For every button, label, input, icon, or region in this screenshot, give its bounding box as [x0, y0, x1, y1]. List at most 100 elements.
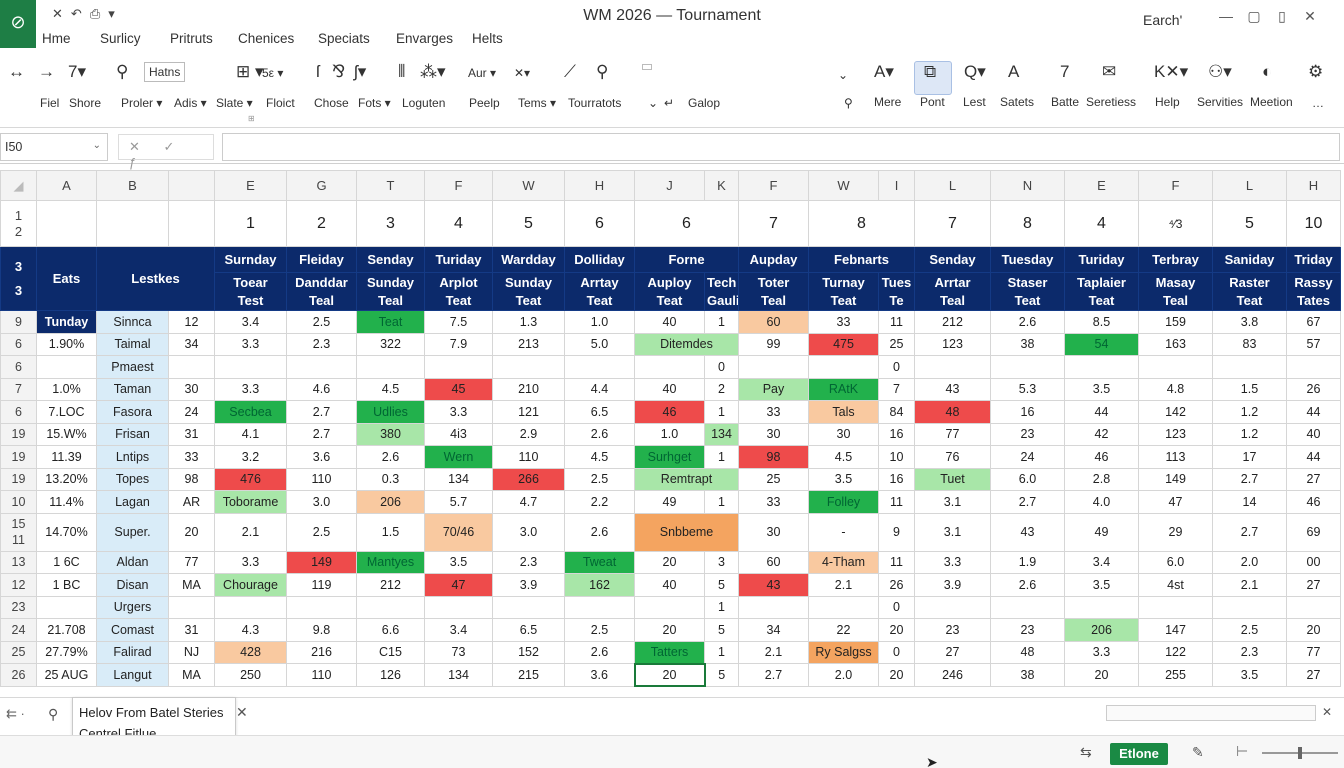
data-cell[interactable]: 20	[634, 550, 705, 574]
combo-chevron-down-icon[interactable]: ⌄	[838, 68, 849, 82]
ribbon-label-9[interactable]: Peelp	[469, 96, 500, 110]
data-cell[interactable]: 4.5	[564, 445, 635, 469]
data-cell[interactable]: 26	[1286, 377, 1341, 401]
data-cell[interactable]: 3.0	[492, 512, 565, 552]
number-cell-14[interactable]: 10	[1286, 200, 1341, 247]
data-cell[interactable]: 1	[704, 445, 739, 469]
data-cell[interactable]: 3.3	[424, 400, 493, 424]
data-cell[interactable]: 5.0	[564, 332, 635, 356]
row-header[interactable]: 13	[0, 550, 37, 574]
data-cell[interactable]: 12	[168, 310, 215, 334]
more-icon[interactable]: …	[1312, 96, 1324, 110]
data-cell[interactable]: 4.6	[286, 377, 357, 401]
data-cell[interactable]: 1	[704, 490, 739, 514]
ribbon-right-icon-8[interactable]: ◐	[1262, 62, 1273, 81]
data-cell[interactable]: 16	[878, 422, 915, 446]
ribbon-right-label-1[interactable]: Pont	[920, 95, 945, 109]
data-cell[interactable]: MA	[168, 663, 215, 687]
name-cell[interactable]: Aldan	[96, 550, 169, 574]
data-cell[interactable]: 33	[808, 310, 879, 334]
data-cell[interactable]	[1064, 355, 1139, 379]
row-header[interactable]: 6	[0, 355, 37, 379]
data-cell[interactable]: 162	[564, 573, 635, 597]
row-header[interactable]: 26	[0, 663, 37, 687]
ribbon-right-icon-3[interactable]: A	[1008, 62, 1020, 81]
column-header-11[interactable]: F	[738, 170, 809, 201]
data-cell[interactable]: 123	[1138, 422, 1213, 446]
data-cell[interactable]: 2.0	[808, 663, 879, 687]
data-cell[interactable]: 17	[1212, 445, 1287, 469]
data-cell[interactable]: 2.5	[286, 310, 357, 334]
data-cell[interactable]: 69	[1286, 512, 1341, 552]
script-icon[interactable]: ʃ▾	[354, 62, 367, 81]
data-cell[interactable]: 98	[738, 445, 809, 469]
font-style-icon[interactable]: Aur ▾	[468, 66, 497, 80]
data-cell[interactable]: 113	[1138, 445, 1213, 469]
data-cell[interactable]: 0	[878, 355, 915, 379]
row-header[interactable]: 6	[0, 332, 37, 356]
ribbon-right-label-5[interactable]: Seretiess	[1086, 95, 1137, 109]
sub-header-12[interactable]: Staser Teat	[990, 272, 1065, 311]
data-cell[interactable]: 4-Tham	[808, 550, 879, 574]
data-cell[interactable]: 4.3	[214, 618, 287, 642]
data-cell[interactable]: 77	[1286, 640, 1341, 664]
data-cell[interactable]: 2.5	[564, 467, 635, 491]
data-cell[interactable]: 33	[168, 445, 215, 469]
number-cell-1[interactable]: 2	[286, 200, 357, 247]
data-cell[interactable]: 34	[738, 618, 809, 642]
column-header-15[interactable]: N	[990, 170, 1065, 201]
data-cell[interactable]: Teat	[356, 310, 425, 334]
name-cell[interactable]: Taman	[96, 377, 169, 401]
data-cell[interactable]: 99	[738, 332, 809, 356]
data-cell[interactable]: Tatters	[634, 640, 705, 664]
status-sync-icon[interactable]: ⇆	[1080, 744, 1092, 760]
data-cell[interactable]: 3.5	[424, 550, 493, 574]
data-cell[interactable]	[990, 595, 1065, 619]
data-cell[interactable]: 2.5	[564, 618, 635, 642]
data-cell[interactable]: 159	[1138, 310, 1213, 334]
name-cell[interactable]: Pmaest	[96, 355, 169, 379]
data-cell[interactable]: 2.0	[1212, 550, 1287, 574]
column-header-1[interactable]: B	[96, 170, 169, 201]
data-cell[interactable]: 77	[168, 550, 215, 574]
data-cell[interactable]: 1.3	[492, 310, 565, 334]
data-cell[interactable]: 1	[704, 310, 739, 334]
data-cell[interactable]: 2.6	[564, 422, 635, 446]
data-cell[interactable]: 1.9	[990, 550, 1065, 574]
data-cell[interactable]: 1	[704, 595, 739, 619]
rate-cell[interactable]: 7.LOC	[36, 400, 97, 424]
data-cell[interactable]: Folley	[808, 490, 879, 514]
data-cell[interactable]: 110	[286, 663, 357, 687]
column-header-10[interactable]: K	[704, 170, 739, 201]
day-header-3[interactable]: Turiday	[424, 246, 493, 273]
data-cell[interactable]: 4.1	[214, 422, 287, 446]
ribbon-right-icon-2[interactable]: Q▾	[964, 62, 986, 81]
data-cell[interactable]: 206	[1064, 618, 1139, 642]
data-cell[interactable]: 16	[878, 467, 915, 491]
number-cell-11[interactable]: 4	[1064, 200, 1139, 247]
data-cell[interactable]: 475	[808, 332, 879, 356]
ribbon-right-label-0[interactable]: Mere	[874, 95, 902, 109]
row-header[interactable]: 12	[0, 573, 37, 597]
data-cell[interactable]: 123	[914, 332, 991, 356]
data-cell[interactable]: Surhget	[634, 445, 705, 469]
data-cell[interactable]: 3.2	[214, 445, 287, 469]
column-header-12[interactable]: W	[808, 170, 879, 201]
column-header-17[interactable]: F	[1138, 170, 1213, 201]
day-header-7[interactable]: Aupday	[738, 246, 809, 273]
sheet-nav-icon[interactable]: ⇇ ·	[6, 706, 25, 721]
data-cell[interactable]: 3.1	[914, 512, 991, 552]
pattern-icon[interactable]: ⁂▾	[420, 62, 446, 81]
data-cell[interactable]	[808, 355, 879, 379]
data-cell[interactable]: 25	[878, 332, 915, 356]
data-cell[interactable]	[634, 355, 705, 379]
data-cell[interactable]: 121	[492, 400, 565, 424]
number-cell-10[interactable]: 8	[990, 200, 1065, 247]
data-cell[interactable]: 57	[1286, 332, 1341, 356]
column-header-18[interactable]: L	[1212, 170, 1287, 201]
data-cell[interactable]: 5	[704, 618, 739, 642]
data-cell[interactable]: 16	[990, 400, 1065, 424]
data-cell[interactable]: 48	[914, 400, 991, 424]
data-cell[interactable]: 11	[878, 490, 915, 514]
data-cell[interactable]: 6.0	[990, 467, 1065, 491]
